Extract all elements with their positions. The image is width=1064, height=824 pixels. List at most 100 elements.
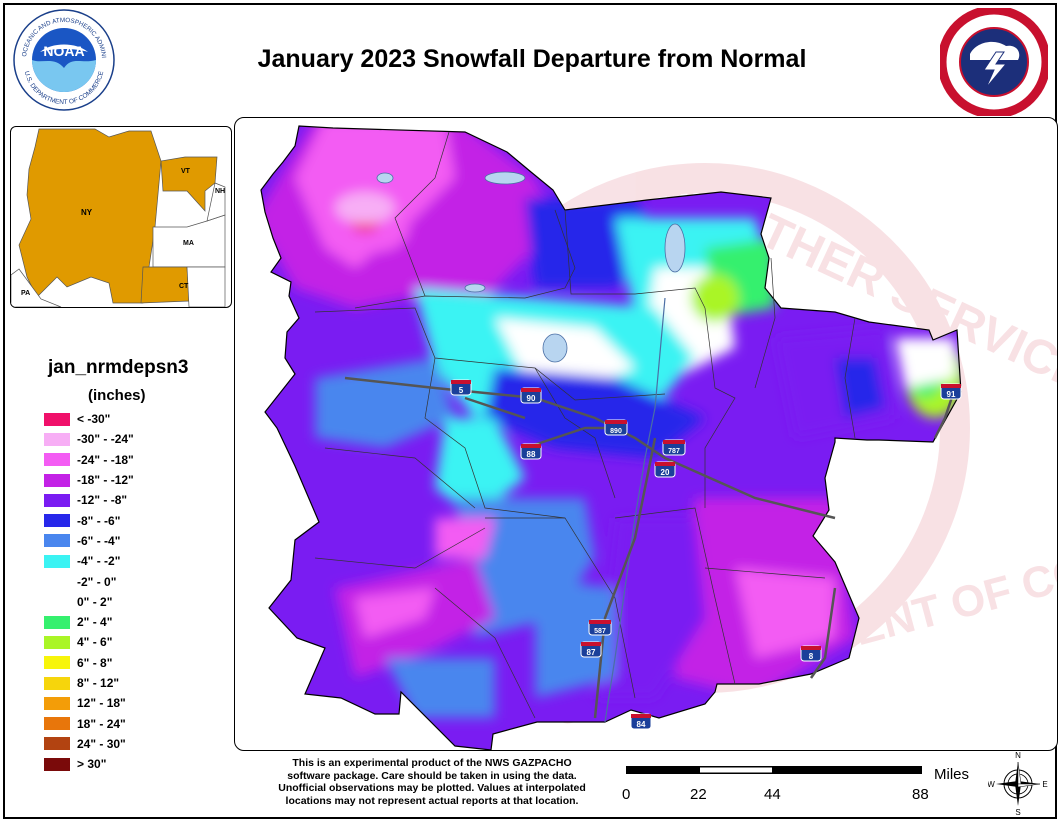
- interstate-90-shield: 90: [520, 387, 542, 404]
- inset-pa-region: [11, 268, 62, 307]
- disclaimer-line: software package. Care should be taken i…: [287, 769, 577, 782]
- legend-label: -12" - -8": [77, 493, 128, 508]
- legend-swatch: [44, 656, 70, 670]
- scale-bar: [626, 766, 922, 774]
- legend-item: > 30": [44, 754, 134, 774]
- disclaimer-line: Unofficial observations may be plotted. …: [278, 782, 586, 794]
- legend-item: 4" - 6": [44, 632, 134, 652]
- interstate-87-shield: 87: [580, 641, 602, 658]
- interstate-shields: 5 90 890 88 787: [450, 379, 962, 730]
- inset-label-ct: CT: [179, 283, 189, 290]
- inset-ny-region: [18, 128, 162, 304]
- legend-label: -30" - -24": [77, 432, 134, 447]
- svg-text:90: 90: [527, 394, 536, 403]
- interstate-8-shield: 8: [800, 645, 822, 662]
- compass-e: E: [1042, 780, 1047, 789]
- legend-item: 6" - 8": [44, 653, 134, 673]
- legend-item: -8" - -6": [44, 510, 134, 530]
- svg-text:84: 84: [637, 720, 646, 729]
- county-boundaries: [314, 131, 856, 719]
- compass-n: N: [1015, 751, 1021, 760]
- svg-text:91: 91: [947, 390, 956, 399]
- legend-item: -30" - -24": [44, 429, 134, 449]
- legend-title: jan_nrmdepsn3: [48, 357, 189, 378]
- legend-swatch: [44, 676, 70, 690]
- compass-w: W: [988, 780, 995, 789]
- legend-swatch: [44, 696, 70, 710]
- legend-item: -2" - 0": [44, 571, 134, 591]
- legend-label: < -30": [77, 412, 111, 427]
- compass-rose-icon: N S E W: [988, 751, 1048, 816]
- legend-label: 18" - 24": [77, 716, 126, 731]
- legend-label: -8" - -6": [77, 513, 121, 528]
- inset-locator-map: NY VT NH MA CT PA: [10, 126, 232, 308]
- legend-label: 8" - 12": [77, 676, 120, 690]
- noaa-wordmark: NOAA: [43, 43, 84, 59]
- scale-units: Miles: [934, 766, 970, 783]
- legend-label: 2" - 4": [77, 615, 113, 630]
- svg-text:787: 787: [668, 448, 680, 455]
- legend-item: 0" - 2": [44, 592, 134, 612]
- legend-label: > 30": [77, 757, 107, 772]
- legend-item: -24" - -18": [44, 450, 134, 470]
- inset-map-svg: NY VT NH MA CT PA: [11, 128, 226, 307]
- interstate-587-shield: 587: [588, 619, 612, 636]
- legend-item: 12" - 18": [44, 693, 134, 713]
- legend-swatch: [44, 757, 70, 771]
- legend-item: -12" - -8": [44, 490, 134, 510]
- legend-item: 18" - 24": [44, 713, 134, 733]
- legend-label: 6" - 8": [77, 655, 113, 670]
- legend-item: -4" - -2": [44, 551, 134, 571]
- disclaimer-line: This is an experimental product of the N…: [292, 757, 572, 769]
- legend-label: 24" - 30": [77, 736, 126, 751]
- legend-label: -4" - -2": [77, 554, 121, 569]
- legend-swatch: [44, 635, 70, 649]
- legend: < -30" -30" - -24" -24" - -18" -18" - -12" -…: [44, 409, 134, 774]
- svg-text:8: 8: [809, 652, 814, 661]
- main-map-panel: WEATHER SERVICE U.S. DEPARTMENT OF COMME…: [234, 117, 1058, 751]
- interstate-5-shield: 5: [450, 379, 472, 396]
- inset-label-ma: MA: [183, 240, 194, 247]
- legend-label: 12" - 18": [77, 696, 126, 711]
- svg-text:587: 587: [594, 628, 606, 635]
- scale-label-22: 22: [690, 786, 707, 803]
- legend-label: -18" - -12": [77, 473, 134, 488]
- interstate-88-shield: 88: [520, 443, 542, 460]
- inset-label-nh: NH: [215, 188, 225, 195]
- legend-swatch: [44, 595, 70, 609]
- legend-units: (inches): [88, 387, 146, 404]
- legend-item: 24" - 30": [44, 734, 134, 754]
- legend-swatch: [44, 615, 70, 629]
- noaa-logo: NOAA NATIONAL OCEANIC AND ATMOSPHERIC AD…: [12, 8, 115, 111]
- inset-nh-region: [206, 182, 226, 222]
- legend-label: 0" - 2": [77, 594, 113, 609]
- interstate-787-shield: 787: [662, 439, 686, 456]
- legend-swatch: [44, 453, 70, 467]
- legend-item: 8" - 12": [44, 673, 134, 693]
- interstate-20-shield: 20: [654, 461, 676, 478]
- main-map-svg: WEATHER SERVICE U.S. DEPARTMENT OF COMME…: [260, 125, 1057, 750]
- interstate-84-shield: 84: [630, 713, 652, 730]
- legend-swatch: [44, 737, 70, 751]
- legend-swatch: [44, 432, 70, 446]
- interstate-890-shield: 890: [604, 419, 628, 436]
- svg-text:20: 20: [661, 468, 670, 477]
- interstate-91-shield: 91: [940, 383, 962, 400]
- svg-text:87: 87: [587, 648, 596, 657]
- inset-label-pa: PA: [21, 290, 30, 297]
- svg-text:5: 5: [459, 386, 464, 395]
- legend-item: -6" - -4": [44, 531, 134, 551]
- legend-label: -6" - -4": [77, 533, 121, 548]
- svg-text:890: 890: [610, 428, 622, 435]
- snowfall-departure-fill: [261, 126, 961, 750]
- compass-s: S: [1015, 808, 1020, 816]
- scale-label-44: 44: [764, 786, 781, 803]
- scale-label-0: 0: [622, 786, 631, 803]
- legend-swatch: [44, 473, 70, 487]
- inset-ri-region: [186, 266, 226, 307]
- inset-label-vt: VT: [181, 168, 191, 175]
- map-title: January 2023 Snowfall Departure from Nor…: [257, 45, 807, 73]
- legend-label: -24" - -18": [77, 452, 134, 467]
- disclaimer: This is an experimental product of the N…: [262, 757, 602, 807]
- legend-swatch: [44, 717, 70, 731]
